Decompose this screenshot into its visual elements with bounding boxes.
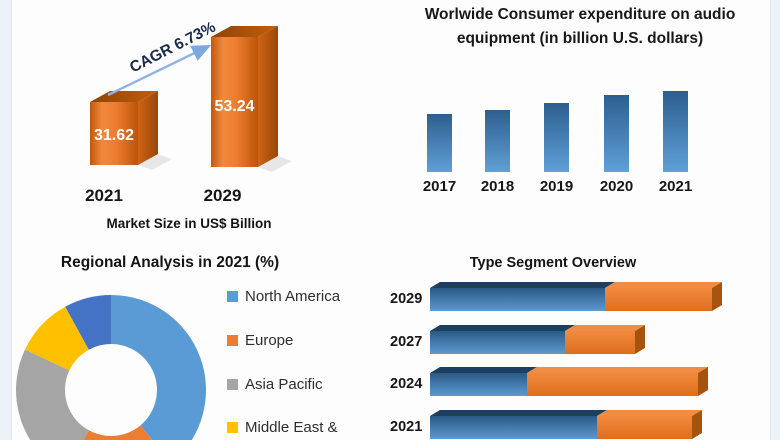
y-tick-2029: 2029 (390, 291, 423, 307)
legend-swatch-europe (227, 335, 238, 346)
donut-segment-europe (83, 425, 153, 440)
left-edge-strip (0, 0, 12, 440)
x-tick-2017: 2017 (422, 178, 457, 195)
type-segment-title: Type Segment Overview (469, 255, 637, 271)
legend-label-middle-east: Middle East & (245, 419, 338, 436)
market-size-chart: 31.62 53.24 2021 2029 Market Size in US$… (10, 0, 390, 240)
x-tick-2019: 2019 (539, 178, 574, 195)
bar-value-2021: 31.62 (93, 127, 135, 144)
legend-item-middle-east: Middle East & (227, 419, 338, 436)
expenditure-bar-2020 (604, 95, 629, 172)
stacked-bar-orange-2021 (597, 416, 692, 439)
legend-item-europe: Europe (227, 332, 293, 349)
legend-item-north-america: North America (227, 288, 340, 305)
stacked-bar-blue-2024 (430, 373, 527, 396)
expenditure-bar-2021 (663, 91, 688, 172)
donut-segment-middle-east- (25, 306, 89, 371)
x-tick-2029: 2029 (203, 186, 242, 205)
bar-value-2029: 53.24 (214, 98, 255, 115)
expenditure-bar-2019 (544, 103, 569, 172)
legend-swatch-middle-east (227, 422, 238, 433)
regional-analysis-chart: Regional Analysis in 2021 (%) North Amer… (10, 240, 390, 440)
y-tick-2027: 2027 (390, 334, 423, 350)
legend-item-asia-pacific: Asia Pacific (227, 376, 323, 393)
stacked-bar-orange-2027 (565, 331, 635, 354)
y-tick-2021: 2021 (390, 419, 423, 435)
expenditure-bar-2018 (485, 110, 510, 172)
expenditure-bar-2017 (427, 114, 452, 172)
donut-segment-unlabeled (65, 295, 111, 350)
stacked-bar-orange-2029 (605, 288, 712, 311)
expenditure-chart: Worlwide Consumer expenditure on audio e… (390, 0, 771, 240)
stacked-bar-orange-2024 (527, 373, 698, 396)
legend-swatch-asia-pacific (227, 379, 238, 390)
stacked-bar-blue-2027 (430, 331, 565, 354)
x-tick-2018: 2018 (480, 178, 515, 195)
type-segment-bars (430, 282, 722, 439)
donut-segment-asia-pacific (16, 349, 89, 440)
stacked-bar-blue-2021 (430, 416, 597, 439)
axis-caption: Market Size in US$ Billion (106, 216, 272, 231)
legend-swatch-north-america (227, 291, 238, 302)
x-tick-2021: 2021 (85, 186, 123, 205)
regional-chart-title: Regional Analysis in 2021 (%) (60, 254, 280, 271)
market-size-3d-bars (90, 26, 292, 172)
donut-segment-north-america (111, 295, 206, 440)
legend-label-europe: Europe (245, 332, 294, 349)
y-tick-2024: 2024 (390, 376, 423, 392)
expenditure-chart-title: Worlwide Consumer expenditure on audio e… (424, 6, 736, 47)
x-tick-2020: 2020 (599, 178, 634, 195)
regional-donut (16, 295, 206, 440)
x-tick-2021: 2021 (658, 178, 693, 195)
right-edge-strip (770, 0, 780, 440)
legend-label-north-america: North America (245, 288, 341, 305)
type-segment-chart: Type Segment Overview 2029 2027 2024 202… (390, 240, 771, 440)
stacked-bar-blue-2029 (430, 288, 605, 311)
legend-label-asia-pacific: Asia Pacific (245, 376, 323, 393)
